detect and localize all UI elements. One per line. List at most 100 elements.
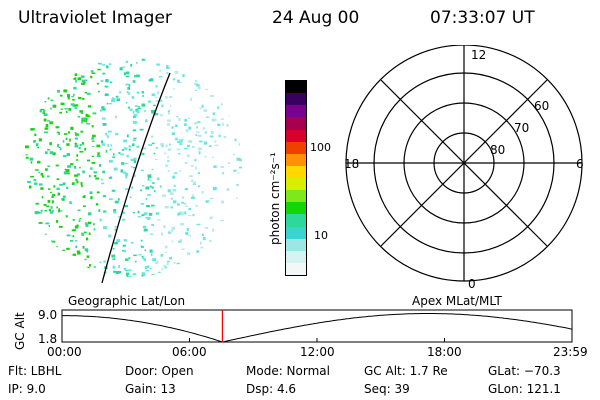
- emission-pixel: [40, 187, 44, 190]
- emission-pixel: [108, 130, 112, 133]
- emission-pixel: [168, 111, 170, 115]
- mlt-label-18: 18: [344, 157, 359, 171]
- emission-pixel: [126, 274, 129, 277]
- emission-pixel: [196, 250, 200, 253]
- emission-pixel: [91, 155, 94, 158]
- colorbar-step-14: [286, 250, 306, 263]
- emission-pixel: [25, 145, 29, 149]
- emission-pixel: [161, 268, 164, 271]
- glon-info: GLon: 121.1: [488, 382, 561, 396]
- emission-pixel: [209, 135, 214, 138]
- emission-pixel: [222, 122, 224, 126]
- emission-pixel: [134, 260, 137, 263]
- emission-pixel: [60, 108, 63, 110]
- emission-pixel: [141, 95, 145, 97]
- emission-pixel: [131, 96, 135, 99]
- emission-pixel: [175, 137, 178, 141]
- emission-pixel: [76, 180, 79, 184]
- emission-pixel: [91, 125, 94, 128]
- emission-pixel: [67, 96, 70, 100]
- emission-pixel: [25, 156, 29, 159]
- emission-pixel: [161, 145, 164, 148]
- emission-pixel: [192, 214, 195, 217]
- emission-pixel: [66, 143, 70, 146]
- emission-pixel: [76, 173, 81, 176]
- emission-pixel: [169, 96, 173, 98]
- emission-pixel: [59, 183, 63, 186]
- emission-pixel: [114, 228, 117, 231]
- emission-pixel: [157, 260, 159, 263]
- emission-pixel: [79, 110, 83, 113]
- emission-pixel: [47, 188, 51, 190]
- emission-pixel: [125, 272, 130, 275]
- emission-pixel: [136, 91, 140, 94]
- colorbar-step-5: [286, 141, 306, 154]
- emission-pixel: [221, 103, 224, 106]
- emission-pixel: [167, 119, 171, 122]
- emission-pixel: [95, 203, 99, 206]
- emission-pixel: [46, 205, 50, 208]
- emission-pixel: [125, 83, 130, 86]
- emission-pixel: [205, 200, 209, 203]
- emission-pixel: [84, 147, 87, 151]
- emission-pixel: [98, 62, 102, 65]
- emission-pixel: [164, 266, 167, 269]
- emission-pixel: [127, 87, 130, 90]
- emission-pixel: [75, 240, 77, 242]
- emission-pixel: [93, 223, 95, 226]
- emission-pixel: [79, 144, 82, 147]
- emission-pixel: [101, 143, 106, 146]
- emission-pixel: [108, 159, 113, 163]
- colorbar-step-4: [286, 129, 306, 142]
- emission-pixel: [47, 97, 50, 100]
- emission-pixel: [99, 63, 103, 65]
- emission-pixel: [107, 143, 109, 147]
- emission-pixel: [65, 110, 68, 113]
- emission-pixel: [62, 195, 66, 198]
- emission-pixel: [95, 177, 100, 180]
- emission-pixel: [193, 181, 196, 185]
- emission-pixel: [84, 91, 88, 94]
- emission-pixel: [124, 162, 129, 164]
- emission-pixel: [186, 154, 190, 158]
- emission-pixel: [81, 142, 85, 145]
- emission-pixel: [146, 205, 150, 208]
- emission-pixel: [181, 248, 185, 250]
- emission-pixel: [91, 72, 96, 74]
- emission-pixel: [192, 194, 195, 197]
- emission-pixel: [102, 195, 107, 198]
- emission-pixel: [83, 81, 86, 85]
- emission-pixel: [217, 106, 219, 110]
- emission-pixel: [78, 96, 82, 100]
- emission-pixel: [106, 135, 109, 139]
- emission-pixel: [37, 160, 41, 164]
- emission-pixel: [67, 172, 70, 175]
- emission-pixel: [89, 191, 93, 195]
- emission-pixel: [180, 222, 184, 226]
- ip-info: IP: 9.0: [8, 382, 46, 396]
- emission-pixel: [89, 175, 91, 178]
- emission-pixel: [141, 255, 144, 258]
- emission-pixel: [150, 78, 154, 82]
- emission-pixel: [214, 140, 217, 143]
- emission-pixel: [74, 132, 77, 135]
- emission-pixel: [141, 246, 144, 248]
- emission-pixel: [62, 198, 65, 201]
- emission-pixel: [39, 109, 42, 113]
- emission-pixel: [165, 251, 167, 254]
- emission-pixel: [198, 172, 200, 174]
- emission-pixel: [178, 153, 181, 155]
- emission-pixel: [96, 82, 99, 85]
- emission-pixel: [92, 145, 95, 148]
- emission-pixel: [137, 215, 142, 218]
- emission-pixel: [42, 111, 45, 114]
- emission-pixel: [102, 117, 106, 120]
- emission-pixel: [64, 133, 68, 135]
- emission-pixel: [145, 197, 148, 201]
- colorbar-step-10: [286, 202, 306, 215]
- emission-pixel: [86, 237, 89, 241]
- emission-pixel: [131, 186, 133, 190]
- emission-pixel: [204, 249, 208, 251]
- emission-pixel: [151, 142, 155, 145]
- emission-pixel: [203, 109, 207, 112]
